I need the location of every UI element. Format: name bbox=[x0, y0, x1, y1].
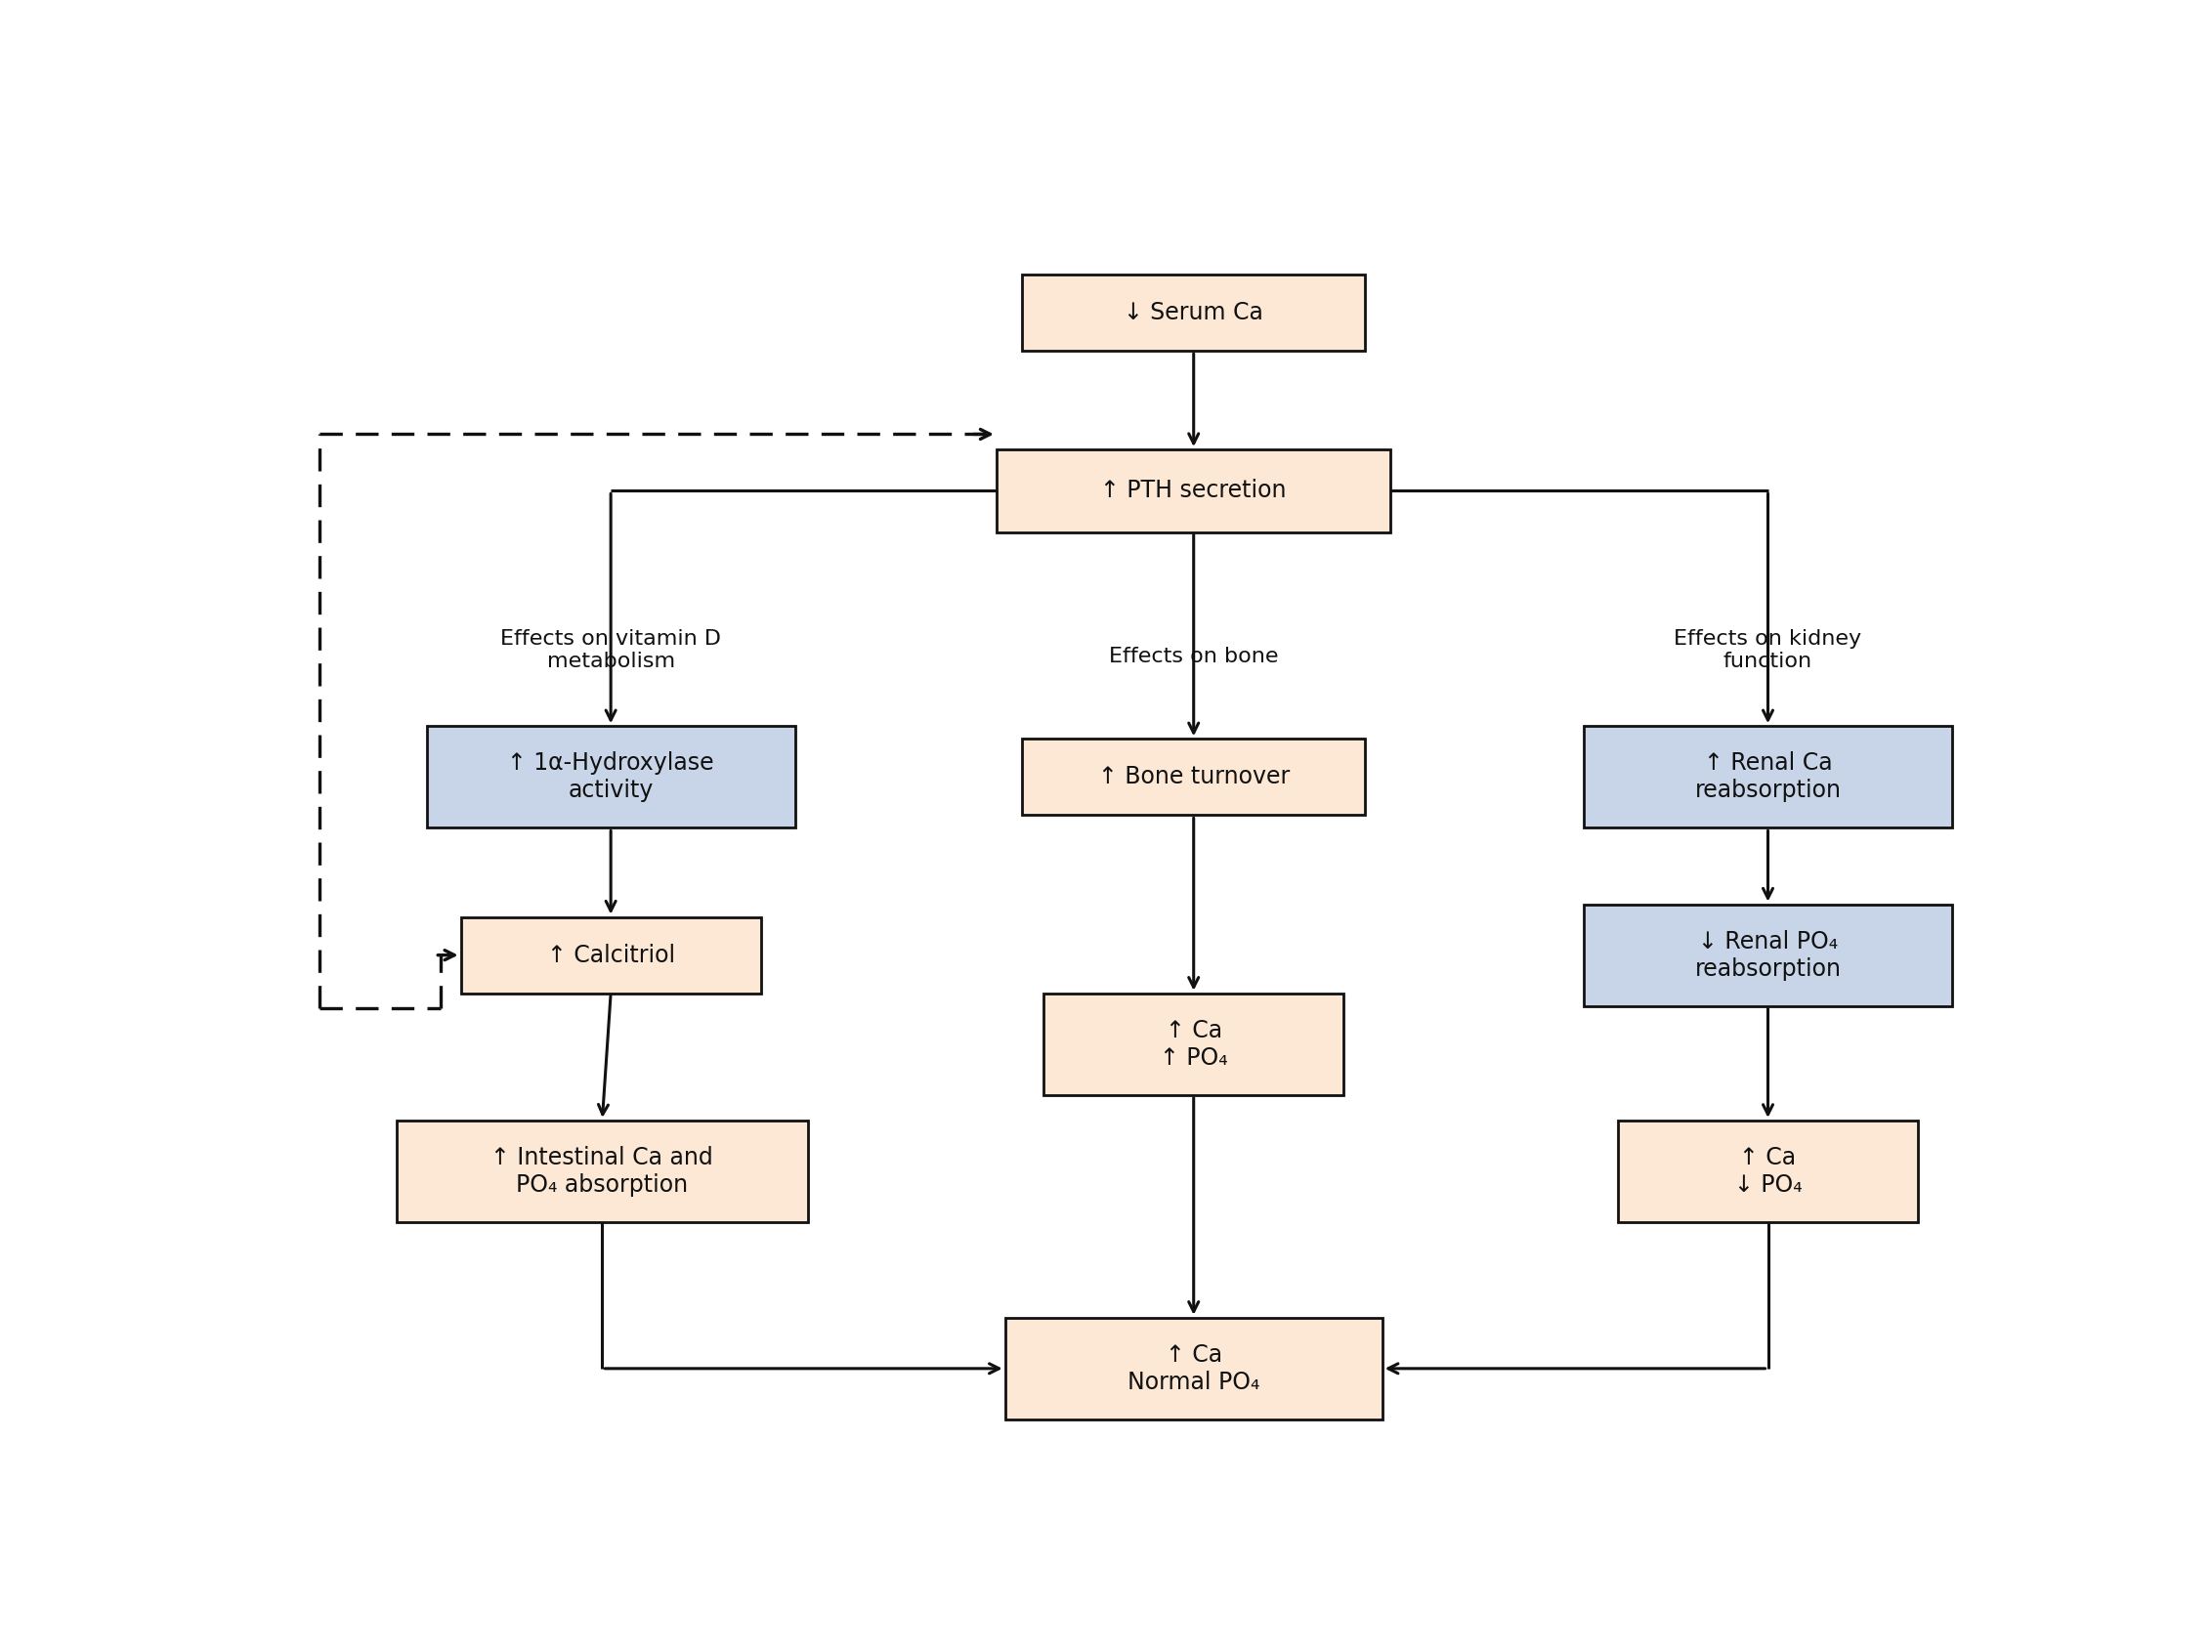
FancyBboxPatch shape bbox=[396, 1120, 807, 1222]
Text: Effects on bone: Effects on bone bbox=[1108, 646, 1279, 666]
Text: ↑ Intestinal Ca and
PO₄ absorption: ↑ Intestinal Ca and PO₄ absorption bbox=[491, 1146, 714, 1196]
FancyBboxPatch shape bbox=[460, 917, 761, 993]
Text: ↑ Bone turnover: ↑ Bone turnover bbox=[1097, 765, 1290, 788]
Text: Effects on kidney
function: Effects on kidney function bbox=[1674, 629, 1863, 671]
FancyBboxPatch shape bbox=[1584, 904, 1953, 1006]
FancyBboxPatch shape bbox=[427, 727, 794, 828]
Text: ↑ Ca
↑ PO₄: ↑ Ca ↑ PO₄ bbox=[1159, 1019, 1228, 1069]
FancyBboxPatch shape bbox=[1004, 1318, 1382, 1419]
Text: ↓ Renal PO₄
reabsorption: ↓ Renal PO₄ reabsorption bbox=[1694, 930, 1840, 980]
FancyBboxPatch shape bbox=[1617, 1120, 1918, 1222]
Text: ↑ 1α-Hydroxylase
activity: ↑ 1α-Hydroxylase activity bbox=[507, 752, 714, 803]
Text: ↑ Ca
Normal PO₄: ↑ Ca Normal PO₄ bbox=[1128, 1343, 1261, 1394]
FancyBboxPatch shape bbox=[1022, 738, 1365, 814]
FancyBboxPatch shape bbox=[1584, 727, 1953, 828]
FancyBboxPatch shape bbox=[998, 449, 1391, 532]
Text: Effects on vitamin D
metabolism: Effects on vitamin D metabolism bbox=[500, 629, 721, 671]
Text: ↑ Renal Ca
reabsorption: ↑ Renal Ca reabsorption bbox=[1694, 752, 1840, 803]
FancyBboxPatch shape bbox=[1022, 274, 1365, 350]
FancyBboxPatch shape bbox=[1044, 993, 1343, 1095]
Text: ↑ Calcitriol: ↑ Calcitriol bbox=[546, 943, 675, 966]
Text: ↓ Serum Ca: ↓ Serum Ca bbox=[1124, 301, 1263, 324]
Text: ↑ PTH secretion: ↑ PTH secretion bbox=[1102, 479, 1287, 502]
Text: ↑ Ca
↓ PO₄: ↑ Ca ↓ PO₄ bbox=[1734, 1146, 1803, 1196]
